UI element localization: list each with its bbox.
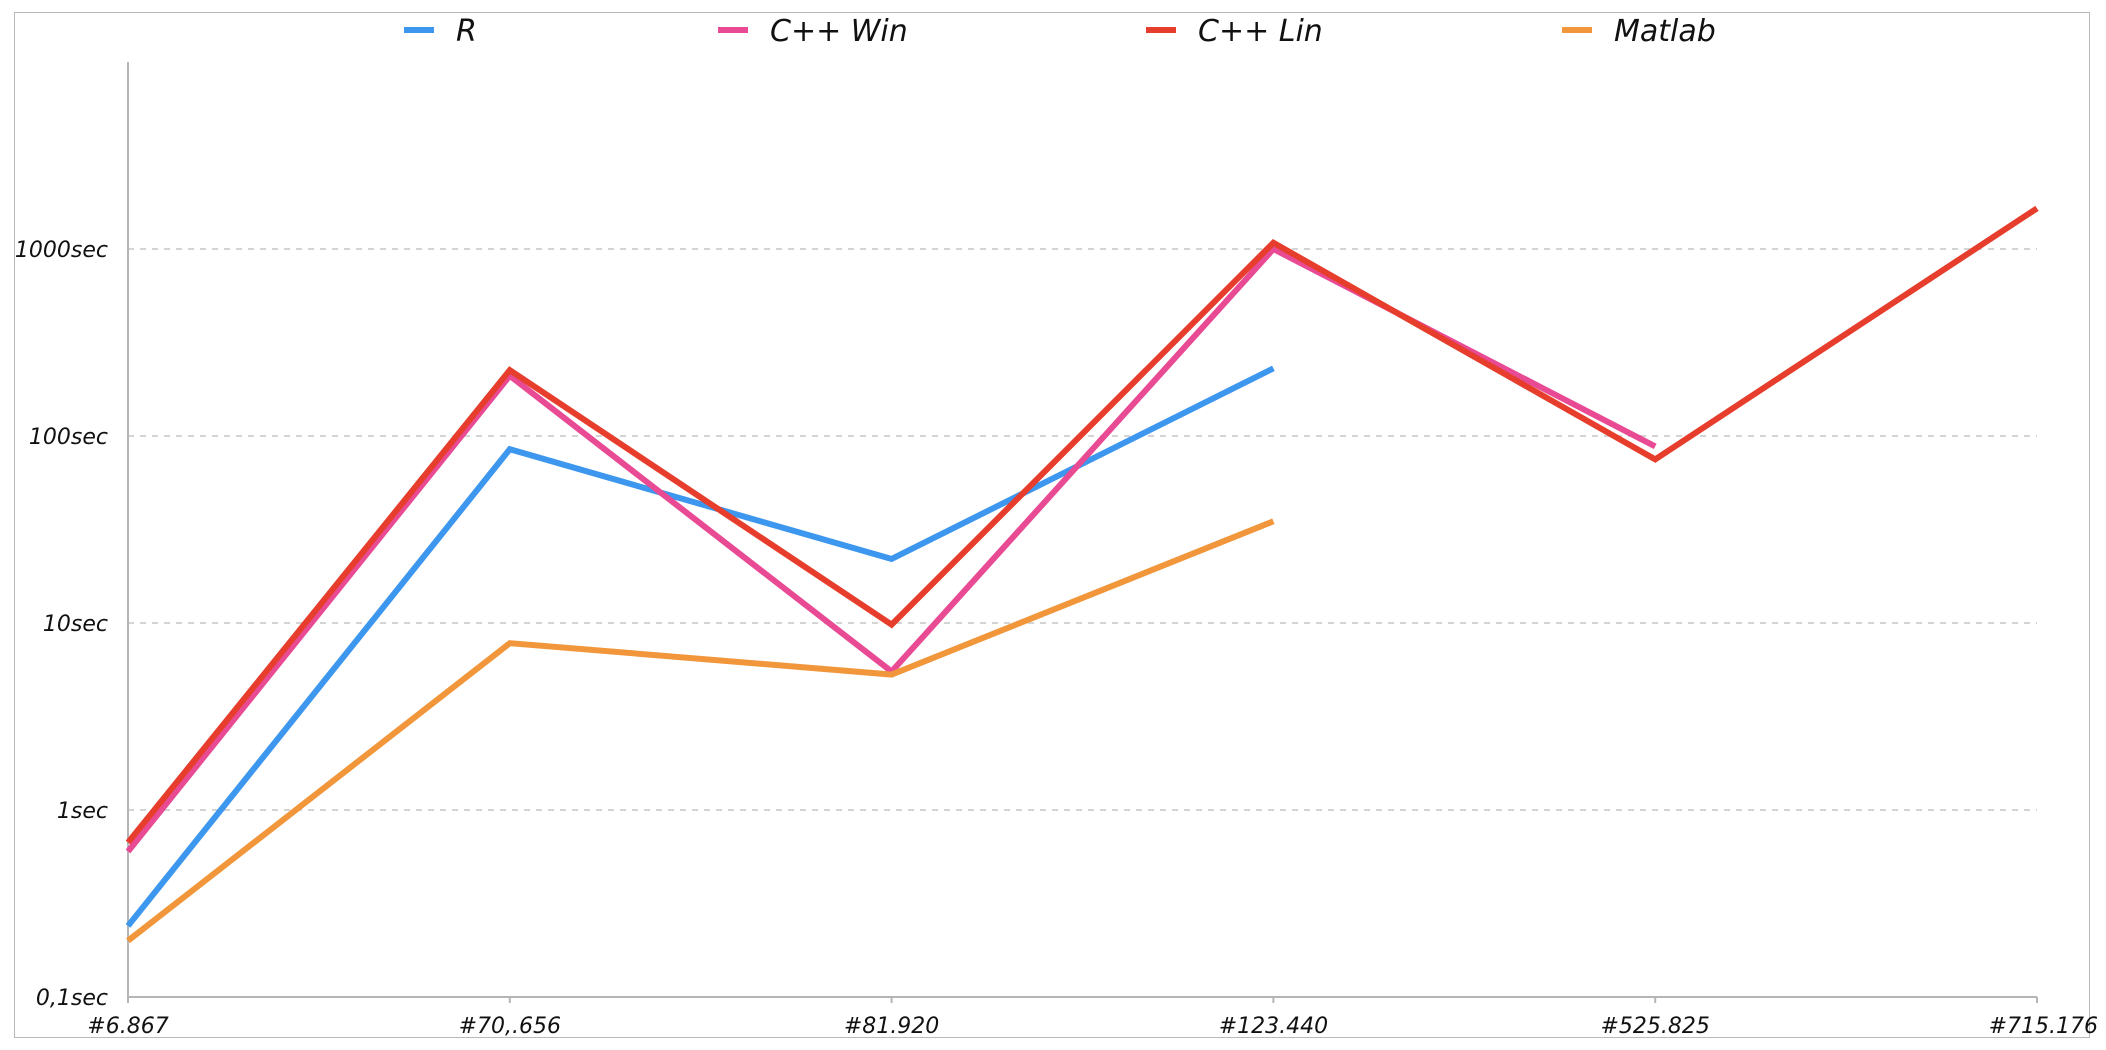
y-tick-label: 1sec <box>57 799 108 824</box>
chart-frame <box>14 12 2090 1038</box>
series-line-matlab <box>126 518 1275 944</box>
axes <box>127 62 2038 1003</box>
x-tick-label: #525.825 <box>1600 1014 1709 1039</box>
gridlines <box>128 248 2037 811</box>
x-tick-label: #6.867 <box>87 1014 168 1039</box>
x-tick-label: #81.920 <box>844 1014 939 1039</box>
legend-label-r: R <box>456 14 477 49</box>
y-tick-label: 100sec <box>29 425 108 450</box>
legend-label-matlab: Matlab <box>1614 14 1716 49</box>
y-tick-labels: 0,1sec 1sec 10sec 100sec 1000sec <box>15 238 108 1011</box>
y-tick-label: 1000sec <box>15 238 108 263</box>
x-tick-label: #70,.656 <box>459 1014 561 1039</box>
y-tick-label: 10sec <box>43 612 108 637</box>
y-tick-label: 0,1sec <box>36 986 108 1011</box>
series-line-cpp-lin <box>125 205 2039 845</box>
x-tick-label: #123.440 <box>1219 1014 1328 1039</box>
legend: R C++ Win C++ Lin Matlab <box>404 14 1716 49</box>
series-line-r <box>125 365 1275 928</box>
x-tick-label: #715.176 <box>1989 1014 2098 1039</box>
legend-label-cpp-win: C++ Win <box>770 14 908 49</box>
series-lines <box>125 205 2039 944</box>
legend-label-cpp-lin: C++ Lin <box>1198 14 1323 49</box>
x-tick-labels: #6.867 #70,.656 #81.920 #123.440 #525.825 #71… <box>87 1014 2098 1039</box>
